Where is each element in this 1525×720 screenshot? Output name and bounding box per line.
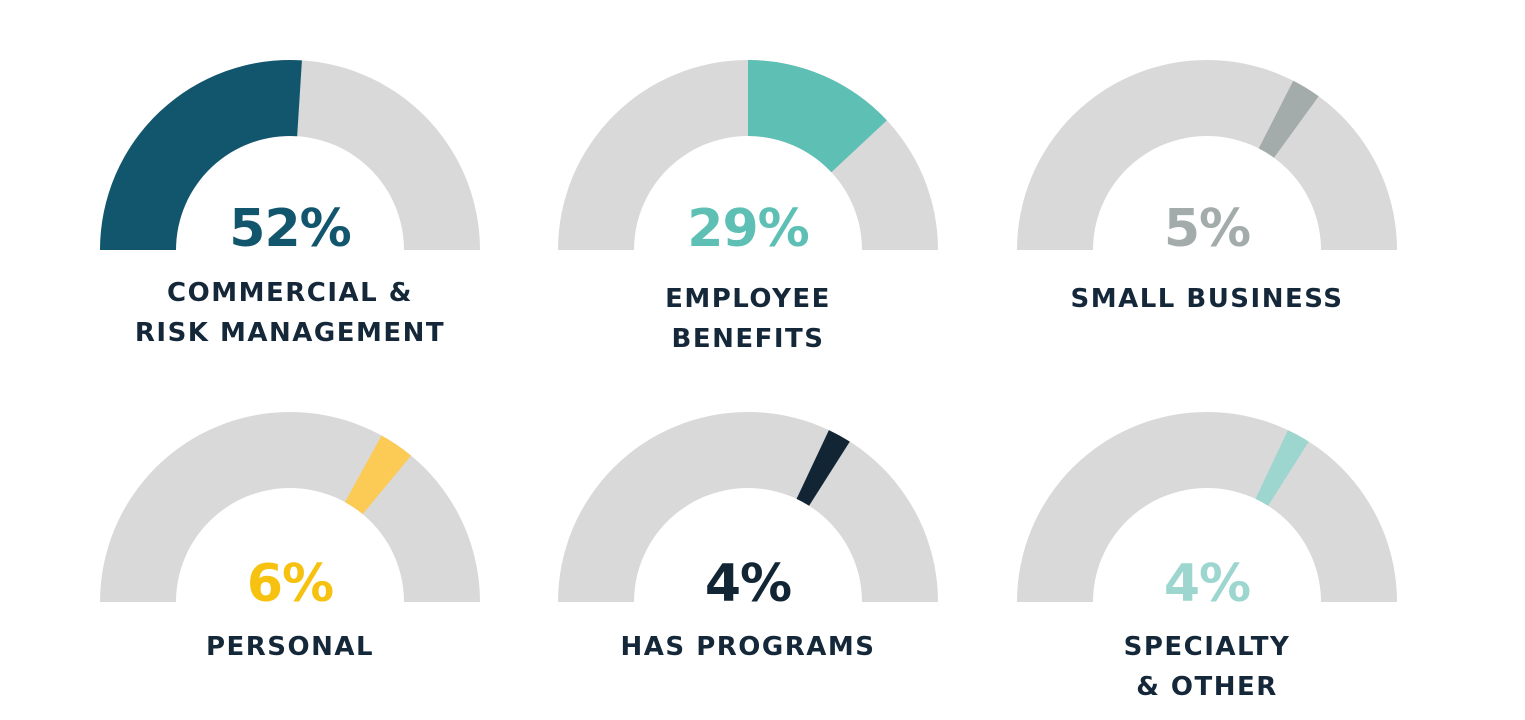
gauge-percentage: 52% bbox=[229, 199, 350, 259]
gauge-label-line: BENEFITS bbox=[672, 324, 825, 354]
gauge-label-line: & OTHER bbox=[1136, 672, 1278, 702]
gauge-label-line: COMMERCIAL & bbox=[167, 278, 413, 308]
gauge-value-segment bbox=[796, 430, 850, 506]
gauge-label-line: SPECIALTY bbox=[1124, 632, 1291, 662]
gauge-value-segment bbox=[748, 60, 887, 173]
gauge-employee-benefits: 29% EMPLOYEE BENEFITS bbox=[558, 60, 938, 354]
gauge-has-programs: 4% HAS PROGRAMS bbox=[558, 412, 938, 662]
gauge-percentage: 6% bbox=[247, 554, 333, 614]
gauge-percentage: 4% bbox=[705, 554, 791, 614]
gauge-percentage: 5% bbox=[1164, 199, 1250, 259]
gauge-specialty-and-other: 4% SPECIALTY & OTHER bbox=[1017, 412, 1397, 702]
gauge-label-line: RISK MANAGEMENT bbox=[135, 318, 445, 348]
gauge-label-line: PERSONAL bbox=[206, 632, 374, 662]
gauge-track bbox=[558, 412, 938, 602]
gauge-value-segment bbox=[344, 435, 412, 515]
gauge-small-business: 5% SMALL BUSINESS bbox=[1017, 60, 1397, 314]
gauge-personal: 6% PERSONAL bbox=[100, 412, 480, 662]
gauge-track bbox=[1017, 412, 1397, 602]
gauge-value-segment bbox=[100, 59, 302, 250]
gauge-label-line: SMALL BUSINESS bbox=[1070, 284, 1343, 314]
gauge-percentage: 4% bbox=[1164, 554, 1250, 614]
gauge-label-line: HAS PROGRAMS bbox=[621, 632, 876, 662]
gauge-label-line: EMPLOYEE bbox=[665, 284, 831, 314]
gauge-value-segment bbox=[1255, 430, 1309, 506]
gauge-commercial-and-risk-management: 52% COMMERCIAL & RISK MANAGEMENT bbox=[100, 59, 480, 348]
gauge-percentage: 29% bbox=[687, 199, 808, 259]
gauge-value-segment bbox=[1258, 80, 1319, 158]
